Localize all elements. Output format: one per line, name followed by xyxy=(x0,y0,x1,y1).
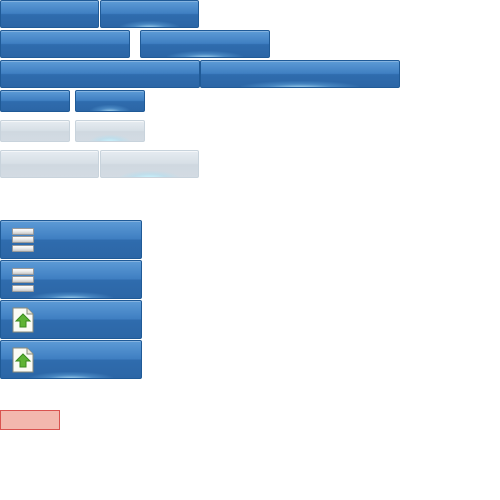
button-row3-normal[interactable] xyxy=(0,60,200,88)
alert-box xyxy=(0,410,60,430)
upload-file-icon xyxy=(12,307,34,333)
button-disabled xyxy=(0,150,99,178)
button-disabled-hover xyxy=(100,150,199,178)
server-icon xyxy=(12,267,34,292)
upload-button[interactable] xyxy=(0,300,142,339)
upload-button-hover[interactable] xyxy=(0,340,142,379)
button-small-disabled xyxy=(0,120,70,142)
upload-file-icon xyxy=(12,347,34,373)
button-row2-hover[interactable] xyxy=(140,30,270,58)
button-row3-hover[interactable] xyxy=(200,60,400,88)
server-button-hover[interactable] xyxy=(0,260,142,299)
button-row1-hover[interactable] xyxy=(100,0,199,28)
server-icon xyxy=(12,227,34,252)
server-button[interactable] xyxy=(0,220,142,259)
button-row1-normal[interactable] xyxy=(0,0,99,28)
button-small-hover[interactable] xyxy=(75,90,145,112)
button-small-normal[interactable] xyxy=(0,90,70,112)
button-small-disabled-hover xyxy=(75,120,145,142)
button-row2-normal[interactable] xyxy=(0,30,130,58)
